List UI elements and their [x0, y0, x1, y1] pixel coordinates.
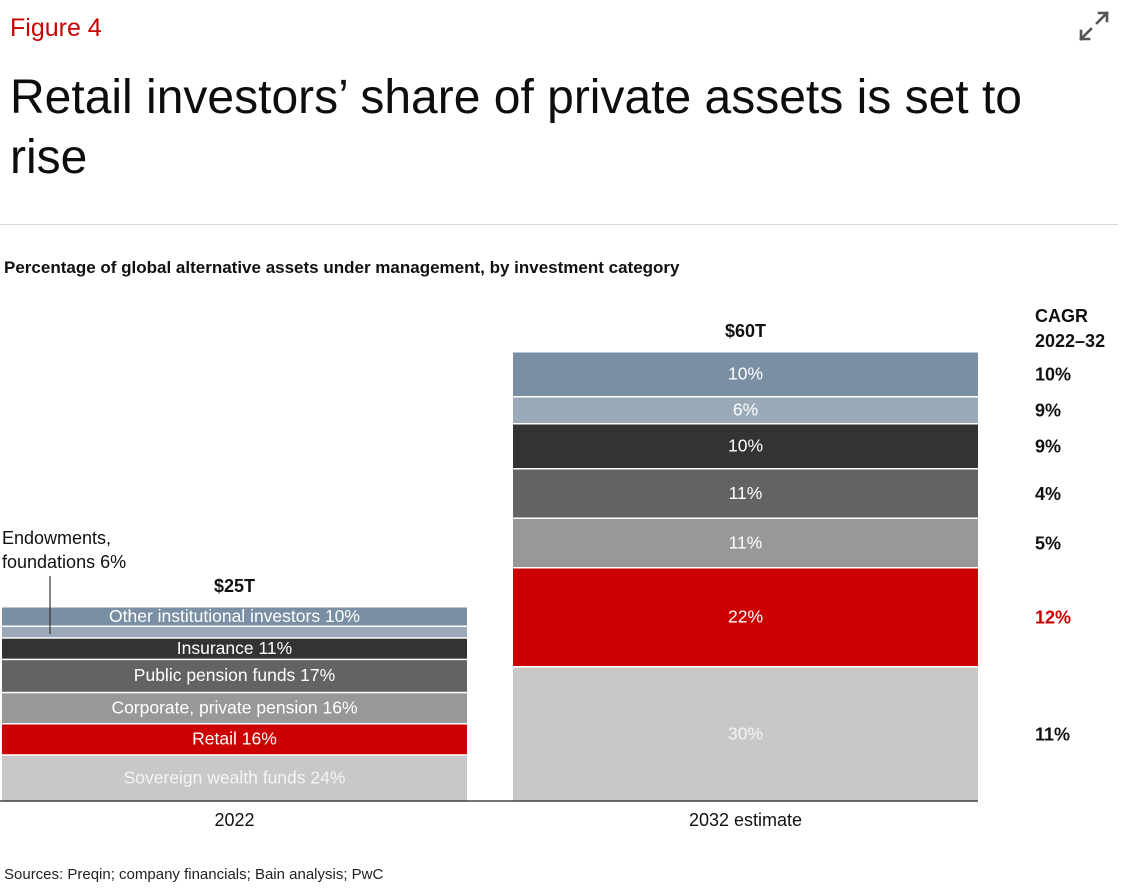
- bar-label: Retail 16%: [192, 729, 277, 749]
- bar-segment-2032-estimate-3: [513, 469, 978, 518]
- cagr-value: 12%: [1035, 608, 1071, 628]
- bar-label: 11%: [729, 483, 763, 503]
- bar-segment-2032-estimate-6: [513, 352, 978, 396]
- bar-label: Insurance 11%: [177, 638, 292, 658]
- divider: [0, 224, 1118, 225]
- expand-arrows-icon[interactable]: [1076, 8, 1112, 44]
- x-tick-label: 2022: [214, 810, 254, 830]
- source-note: Sources: Preqin; company financials; Bai…: [4, 866, 384, 883]
- cagr-value: 9%: [1035, 401, 1061, 421]
- bar-label: Sovereign wealth funds 24%: [124, 768, 346, 788]
- bar-segment-2022-5: [2, 627, 467, 638]
- cagr-header-line-2: 2022–32: [1035, 331, 1105, 351]
- bar-label: 10%: [728, 436, 763, 456]
- bar-label: 10%: [728, 364, 763, 384]
- bar-label: 11%: [729, 532, 763, 552]
- cagr-value: 4%: [1035, 484, 1061, 504]
- bar-total-label: $25T: [214, 576, 255, 596]
- bar-label: 22%: [728, 607, 763, 627]
- endowments-callout-line-2: foundations 6%: [2, 552, 126, 572]
- bar-segment-2022-2: [2, 693, 467, 723]
- bar-segment-2022-1: [2, 724, 467, 755]
- figure-label: Figure 4: [10, 14, 102, 42]
- bar-segment-2032-estimate-2: [513, 519, 978, 567]
- stacked-bar-chart: Sovereign wealth funds 24% Retail 16% Corp…: [0, 306, 1105, 830]
- bar-segment-2022-4: [2, 638, 467, 659]
- bar-segment-2022-0: [2, 755, 467, 801]
- cagr-value: 9%: [1035, 437, 1061, 457]
- x-tick-label: 2032 estimate: [689, 810, 802, 830]
- page-title: Retail investors’ share of private asset…: [10, 71, 1022, 184]
- cagr-value: 10%: [1035, 365, 1071, 385]
- bar-segment-2022-3: [2, 660, 467, 692]
- bar-label: Public pension funds 17%: [134, 665, 335, 685]
- bar-label: 30%: [728, 724, 763, 744]
- bar-total-label: $60T: [725, 321, 766, 341]
- endowments-callout-line-1: Endowments,: [2, 528, 111, 548]
- cagr-value: 5%: [1035, 533, 1061, 553]
- bar-segment-2032-estimate-5: [513, 397, 978, 423]
- bar-label: Other institutional investors 10%: [109, 606, 360, 626]
- bar-segment-2032-estimate-1: [513, 568, 978, 666]
- cagr-header-line-1: CAGR: [1035, 306, 1088, 326]
- bar-segment-2022-6: [2, 607, 467, 626]
- bar-label: 6%: [733, 400, 758, 420]
- bar-segment-2032-estimate-0: [513, 667, 978, 801]
- chart-subtitle: Percentage of global alternative assets …: [4, 258, 680, 277]
- bar-label: Corporate, private pension 16%: [111, 697, 357, 717]
- cagr-value: 11%: [1035, 725, 1070, 745]
- bar-segment-2032-estimate-4: [513, 424, 978, 468]
